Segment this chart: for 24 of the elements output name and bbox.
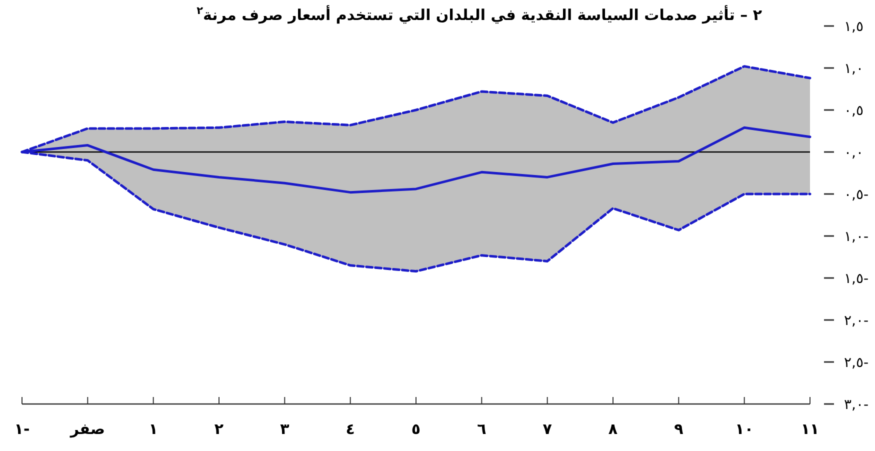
y-tick-label: ٣,٠- xyxy=(844,397,869,413)
x-tick-label: ٤ xyxy=(346,420,355,438)
y-tick-label: ٠,٥- xyxy=(844,187,869,203)
x-tick-label: ١١ xyxy=(800,420,820,438)
x-tick-label: ١- xyxy=(14,420,30,438)
y-tick-label: ١,٠ xyxy=(844,61,864,77)
y-tick-label: ٠,٠ xyxy=(844,145,864,161)
x-tick-label: ٥ xyxy=(411,420,421,438)
y-tick-label: ٢,٥- xyxy=(844,355,869,371)
y-tick-label: ١,٠- xyxy=(844,229,869,245)
y-tick-label: ٠,٥ xyxy=(844,103,864,119)
chart-title: ٢ – تأثير صدمات السياسة النقدية في البلدان التي تستخدم أسعار صرف مرنة$^{٢}$ xyxy=(196,5,762,24)
x-tick-label: ٩ xyxy=(674,420,684,438)
x-tick-label: ٢ xyxy=(214,420,224,438)
y-tick-label: ١,٥ xyxy=(844,19,864,35)
x-tick-label: ٨ xyxy=(608,420,618,438)
x-tick-label: صفر xyxy=(69,420,105,438)
x-tick-label: ٣ xyxy=(280,420,290,438)
y-tick-label: ٢,٠- xyxy=(844,313,869,329)
y-tick-label: ١,٥- xyxy=(844,271,869,287)
x-tick-label: ١٠ xyxy=(735,420,754,438)
x-tick-label: ٦ xyxy=(477,420,486,438)
x-tick-label: ١ xyxy=(148,420,158,438)
x-tick-label: ٧ xyxy=(542,420,552,438)
